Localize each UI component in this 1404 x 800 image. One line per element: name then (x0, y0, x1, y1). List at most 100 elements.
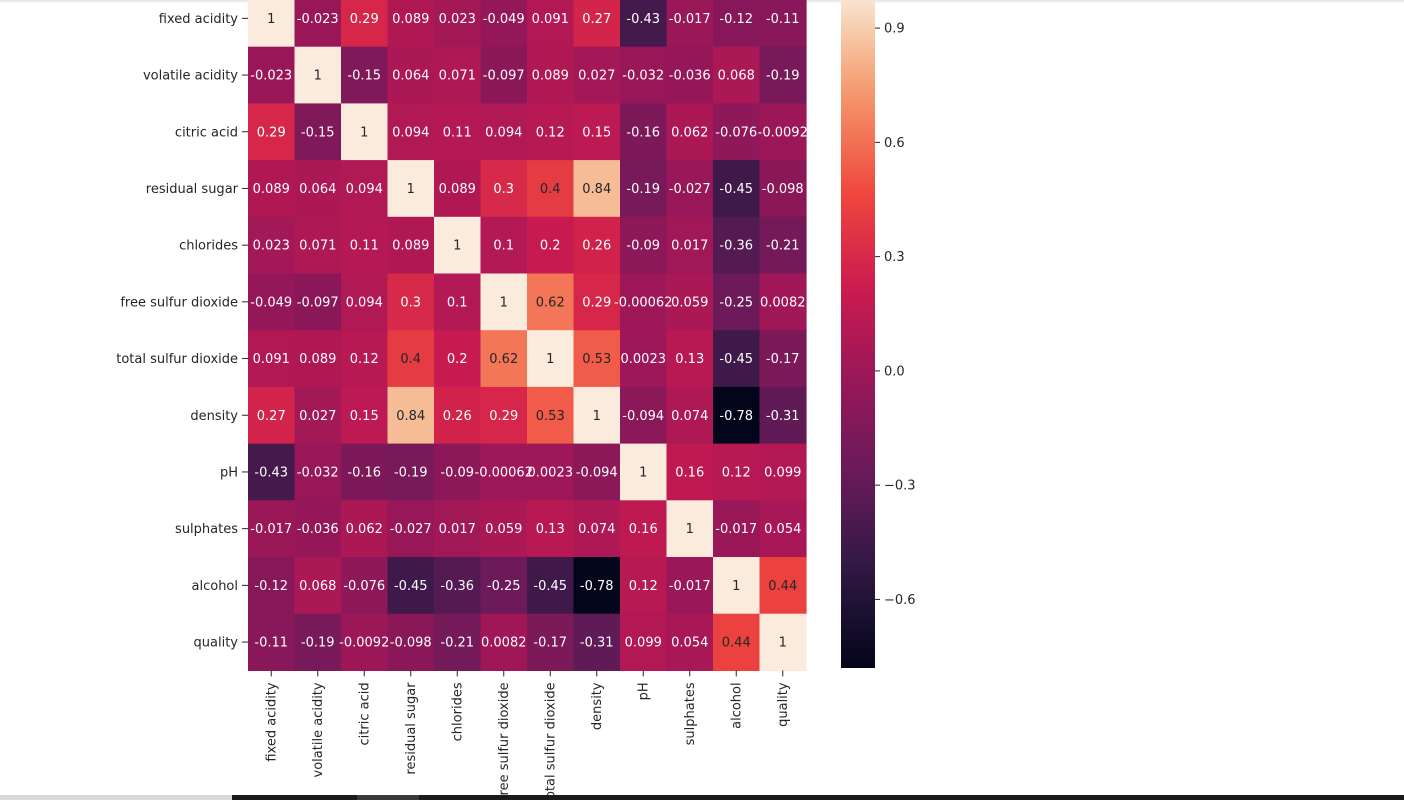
heatmap-cell (434, 160, 482, 218)
y-tick-label: alcohol (192, 579, 238, 594)
cell-value-label: 0.094 (346, 295, 383, 310)
heatmap-cell (434, 330, 482, 388)
y-tick-label: density (190, 409, 238, 424)
heatmap-cell (341, 0, 389, 48)
cell-value-label: -0.023 (250, 69, 292, 84)
cell-value-label: 1 (314, 69, 322, 84)
cell-value-label: 0.44 (768, 579, 797, 594)
cell-value-label: -0.12 (254, 579, 288, 594)
heatmap-cell (713, 0, 761, 48)
y-tick-label: quality (194, 636, 239, 651)
cell-value-label: 0.62 (536, 295, 565, 310)
heatmap-cell (666, 46, 714, 104)
cell-value-label: -0.15 (347, 69, 381, 84)
cell-value-label: 0.15 (582, 125, 611, 140)
heatmap-cell (759, 103, 807, 161)
cell-value-label: -0.023 (297, 12, 339, 27)
cell-value-label: -0.027 (669, 182, 711, 197)
cell-value-label: 0.068 (299, 579, 336, 594)
heatmap-cell (434, 386, 482, 445)
heatmap-cell (573, 557, 621, 615)
x-tick-label: fixed acidity (265, 682, 280, 762)
heatmap-cell (620, 386, 668, 445)
y-tick-label: fixed acidity (159, 12, 239, 27)
cell-value-label: 0.091 (253, 352, 290, 367)
cell-value-label: 0.099 (764, 465, 801, 480)
heatmap-cell (759, 46, 807, 104)
cell-value-label: 0.089 (392, 12, 429, 27)
heatmap-cell (666, 103, 714, 161)
heatmap-cell (666, 273, 714, 331)
x-axis: fixed acidity volatile acidity citric acid… (265, 670, 791, 800)
heatmap-cell (248, 0, 296, 48)
cell-value-label: -0.076 (715, 125, 757, 140)
cell-value-label: -0.19 (626, 182, 660, 197)
heatmap-cell (666, 330, 714, 388)
cell-value-label: 0.12 (629, 579, 658, 594)
heatmap-cell (620, 500, 668, 558)
y-tick-label: chlorides (179, 239, 238, 254)
cell-value-label: 0.2 (447, 352, 468, 367)
cell-value-label: 0.3 (493, 182, 514, 197)
heatmap-cell (713, 386, 761, 445)
y-tick-label: free sulfur dioxide (120, 295, 238, 310)
cell-value-label: -0.43 (626, 12, 660, 27)
heatmap-cell (713, 443, 761, 501)
cell-value-label: 1 (593, 409, 601, 424)
cell-value-label: -0.78 (719, 409, 753, 424)
heatmap-cell (573, 330, 621, 388)
cell-value-label: -0.049 (250, 295, 292, 310)
cell-value-label: 0.84 (396, 409, 425, 424)
x-tick-label: alcohol (730, 682, 745, 728)
cell-value-label: -0.17 (533, 636, 567, 651)
x-tick-label: quality (776, 682, 791, 727)
cell-value-label: -0.027 (390, 522, 432, 537)
heatmap-cell (620, 103, 668, 161)
heatmap-cell (527, 103, 575, 161)
cell-value-label: -0.31 (580, 636, 614, 651)
heatmap-cell (434, 557, 482, 615)
x-tick-label: free sulfur dioxide (497, 682, 512, 800)
heatmap-cell (759, 330, 807, 388)
y-tick-label: citric acid (175, 125, 238, 140)
heatmap-cell (294, 160, 342, 218)
x-tick-label: pH (637, 682, 652, 700)
cell-value-label: -0.45 (719, 352, 753, 367)
heatmap-cell (759, 216, 807, 275)
cell-value-label: -0.017 (669, 579, 711, 594)
heatmap-cell (248, 500, 296, 558)
cell-value-label: 0.2 (540, 239, 561, 254)
y-tick-label: residual sugar (146, 182, 239, 197)
colorbar-tick-label: 0.0 (884, 364, 905, 379)
cell-value-label: 0.1 (447, 295, 468, 310)
heatmap-cell (248, 330, 296, 388)
heatmap-cell (759, 443, 807, 501)
heatmap-cell (248, 386, 296, 445)
heatmap-cell (387, 557, 435, 615)
colorbar-tick-label: 0.9 (884, 22, 905, 37)
colorbar-tick-label: −0.6 (884, 593, 916, 608)
cell-value-label: -0.25 (719, 295, 753, 310)
cell-value-label: 0.3 (400, 295, 421, 310)
heatmap-cell (480, 0, 528, 48)
heatmap-cell (387, 160, 435, 218)
heatmap-cell (341, 330, 389, 388)
heatmap-cell (527, 443, 575, 501)
heatmap-cell (387, 103, 435, 161)
heatmap-cell (527, 500, 575, 558)
cell-value-label: 0.064 (299, 182, 336, 197)
cell-value-label: -0.09 (440, 465, 474, 480)
heatmap-cell (294, 330, 342, 388)
cell-value-label: 1 (639, 465, 647, 480)
heatmap-cell (759, 613, 807, 671)
heatmap-cell (434, 500, 482, 558)
heatmap-cell (387, 386, 435, 445)
cell-value-label: -0.36 (440, 579, 474, 594)
heatmap-cell (759, 160, 807, 218)
heatmap-cell (527, 46, 575, 104)
heatmap-cell (480, 557, 528, 615)
cell-value-label: -0.0092 (339, 636, 389, 651)
cell-value-label: -0.032 (297, 465, 339, 480)
cell-value-label: 0.0082 (481, 636, 527, 651)
heatmap-cell (248, 443, 296, 501)
